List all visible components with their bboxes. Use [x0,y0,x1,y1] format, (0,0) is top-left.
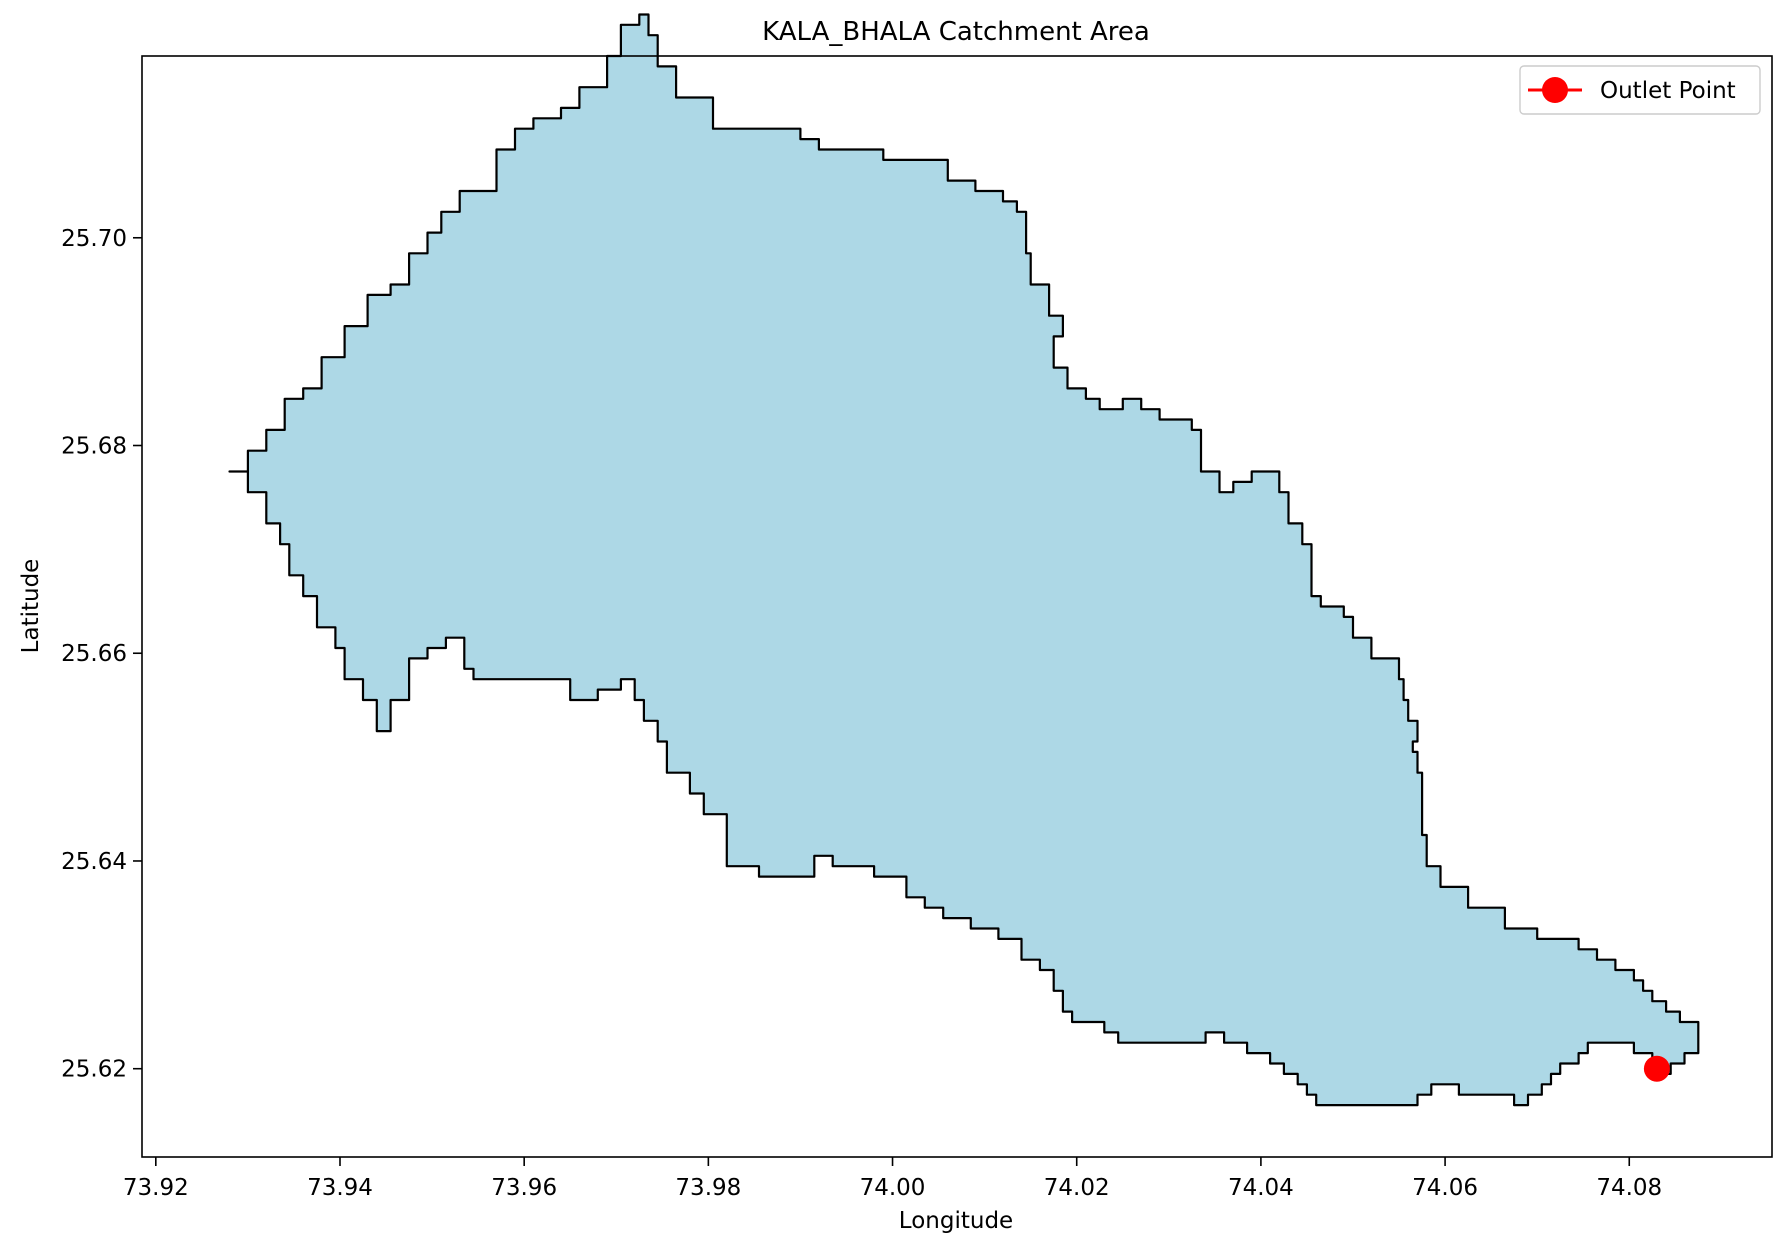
legend-box [1519,65,1761,115]
y-tick-label: 25.70 [61,226,127,252]
x-tick-label: 74.06 [1412,1175,1478,1201]
legend: Outlet Point [1519,65,1761,115]
figure-title: KALA_BHALA Catchment Area [762,17,1150,47]
y-tick-label: 25.68 [61,434,127,460]
y-axis-label: Latitude [18,559,44,654]
x-axis-label: Longitude [899,1208,1013,1234]
y-tick-label: 25.62 [61,1057,127,1083]
x-tick-label: 73.92 [123,1175,189,1201]
x-tick-label: 73.94 [307,1175,373,1201]
y-axis-ticks: 25.62 25.64 25.66 25.68 25.70 [61,226,142,1083]
catchment-polygon [228,13,1700,1107]
x-tick-label: 73.96 [491,1175,557,1201]
y-tick-label: 25.66 [61,641,127,667]
y-tick-label: 25.64 [61,849,127,875]
outlet-point-marker [1643,1055,1670,1082]
x-tick-label: 73.98 [675,1175,741,1201]
plot-area [141,13,1773,1158]
x-axis-ticks: 73.92 73.94 73.96 73.98 74.00 74.02 74.04 74.06… [123,1157,1662,1201]
legend-marker-icon [1542,77,1568,103]
legend-label: Outlet Point [1600,78,1736,104]
x-tick-label: 74.02 [1044,1175,1110,1201]
x-tick-label: 74.04 [1228,1175,1294,1201]
x-tick-label: 74.08 [1596,1175,1662,1201]
x-tick-label: 74.00 [860,1175,926,1201]
axes-frame [141,55,1773,1158]
